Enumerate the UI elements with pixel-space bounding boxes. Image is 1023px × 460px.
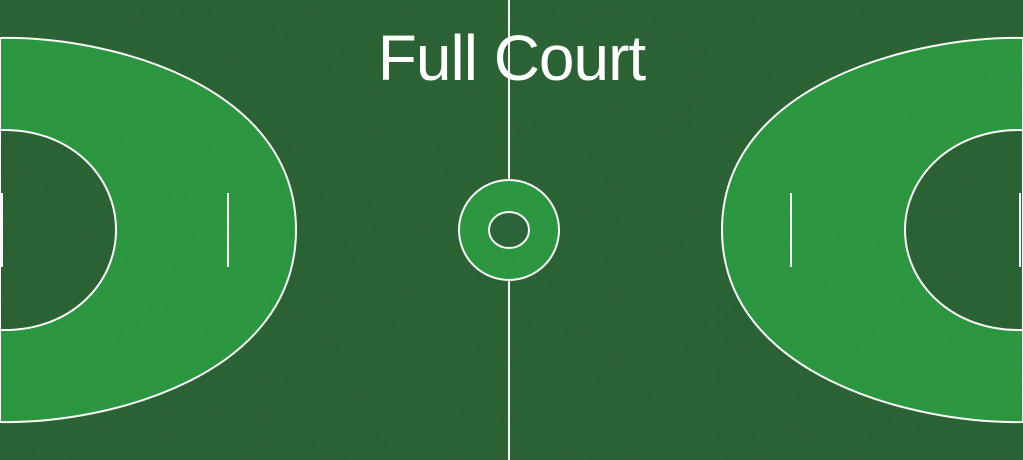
- felt-texture: [0, 0, 1023, 460]
- court-diagram: [0, 0, 1023, 460]
- full-court-view: Full Court: [0, 0, 1023, 460]
